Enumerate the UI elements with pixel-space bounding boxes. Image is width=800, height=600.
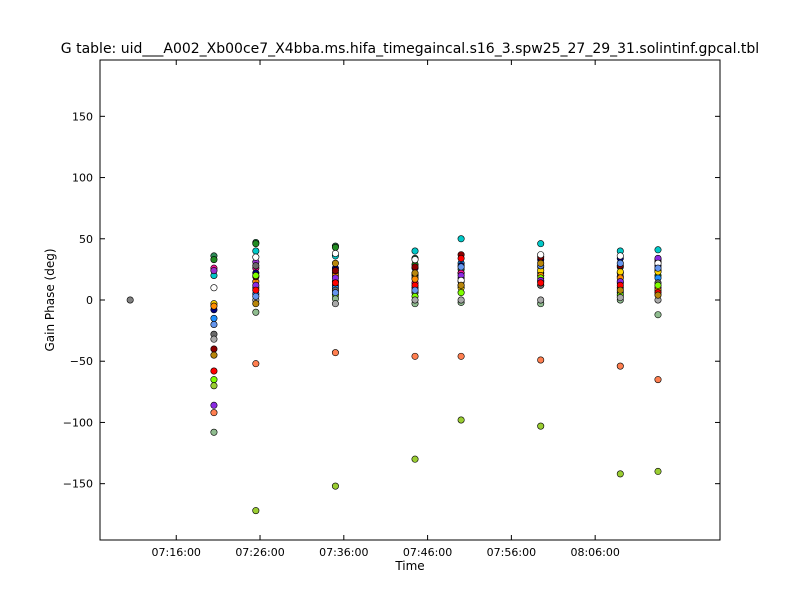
data-point xyxy=(654,291,662,299)
y-tick-label: 50 xyxy=(79,233,93,246)
data-point xyxy=(457,289,465,297)
x-axis: 07:16:00 07:26:00 07:36:00 07:46:00 07:56:00… xyxy=(152,60,620,559)
y-axis-label: Gain Phase (deg) xyxy=(43,248,57,351)
data-point xyxy=(537,240,545,248)
data-point xyxy=(331,279,339,287)
data-point xyxy=(411,247,419,255)
data-point xyxy=(457,352,465,360)
data-point xyxy=(411,455,419,463)
data-point xyxy=(537,251,545,259)
data-point xyxy=(331,259,339,267)
data-point xyxy=(210,351,218,359)
data-point xyxy=(654,246,662,254)
data-point xyxy=(411,269,419,277)
data-point xyxy=(654,467,662,475)
y-tick-label: 100 xyxy=(72,172,93,185)
data-point xyxy=(616,286,624,294)
data-point xyxy=(252,308,260,316)
data-point xyxy=(616,259,624,267)
data-point xyxy=(210,284,218,292)
data-point xyxy=(331,349,339,357)
chart-title: G table: uid___A002_Xb00ce7_X4bba.ms.hif… xyxy=(61,41,759,57)
data-point xyxy=(331,289,339,297)
data-point xyxy=(654,376,662,384)
data-point xyxy=(616,252,624,260)
data-point xyxy=(252,240,260,248)
data-point xyxy=(654,311,662,319)
data-point xyxy=(252,300,260,308)
data-point xyxy=(252,272,260,280)
data-point xyxy=(210,314,218,322)
data-point xyxy=(210,256,218,264)
data-point xyxy=(411,352,419,360)
data-point xyxy=(210,428,218,436)
x-tick-label: 08:06:00 xyxy=(570,546,619,559)
data-point xyxy=(457,263,465,271)
x-tick-label: 07:16:00 xyxy=(152,546,201,559)
x-axis-label: Time xyxy=(394,559,424,573)
y-tick-label: −100 xyxy=(63,416,93,429)
data-point xyxy=(252,262,260,270)
data-point xyxy=(537,296,545,304)
data-point xyxy=(210,376,218,384)
x-tick-label: 07:46:00 xyxy=(403,546,452,559)
data-point xyxy=(331,300,339,308)
data-point xyxy=(331,249,339,257)
data-point xyxy=(616,470,624,478)
data-point xyxy=(252,292,260,300)
data-point xyxy=(616,294,624,302)
data-point xyxy=(654,264,662,272)
data-point xyxy=(331,243,339,251)
y-tick-label: −50 xyxy=(70,355,93,368)
data-point xyxy=(210,401,218,409)
data-point xyxy=(457,296,465,304)
data-point xyxy=(210,367,218,375)
data-point xyxy=(252,247,260,255)
data-point xyxy=(210,335,218,343)
data-point xyxy=(457,416,465,424)
data-point xyxy=(411,256,419,264)
data-point xyxy=(616,362,624,370)
data-point xyxy=(457,235,465,243)
data-point xyxy=(457,281,465,289)
y-tick-label: 0 xyxy=(86,294,93,307)
data-points xyxy=(126,235,662,515)
data-point xyxy=(654,281,662,289)
data-point xyxy=(411,286,419,294)
data-point xyxy=(210,320,218,328)
x-tick-label: 07:56:00 xyxy=(487,546,536,559)
data-point xyxy=(210,267,218,275)
data-point xyxy=(210,345,218,353)
data-point xyxy=(252,286,260,294)
x-tick-label: 07:36:00 xyxy=(319,546,368,559)
data-point xyxy=(252,507,260,515)
data-point xyxy=(411,296,419,304)
data-point xyxy=(537,422,545,430)
data-point xyxy=(210,302,218,310)
data-point xyxy=(411,275,419,283)
plot-frame xyxy=(99,59,721,541)
data-point xyxy=(210,409,218,417)
data-point xyxy=(457,254,465,262)
data-point xyxy=(537,259,545,267)
data-point xyxy=(331,267,339,275)
data-point xyxy=(210,382,218,390)
y-axis: −150 −100 −50 0 50 100 150 xyxy=(63,110,720,491)
data-point xyxy=(411,263,419,271)
data-point xyxy=(616,268,624,276)
data-point xyxy=(537,356,545,364)
plot-area xyxy=(100,60,720,540)
data-point xyxy=(126,296,134,304)
data-point xyxy=(252,253,260,261)
data-point xyxy=(331,482,339,490)
x-tick-label: 07:26:00 xyxy=(235,546,284,559)
y-tick-label: −150 xyxy=(63,478,93,491)
data-point xyxy=(252,360,260,368)
y-tick-label: 150 xyxy=(72,110,93,123)
data-point xyxy=(537,279,545,287)
